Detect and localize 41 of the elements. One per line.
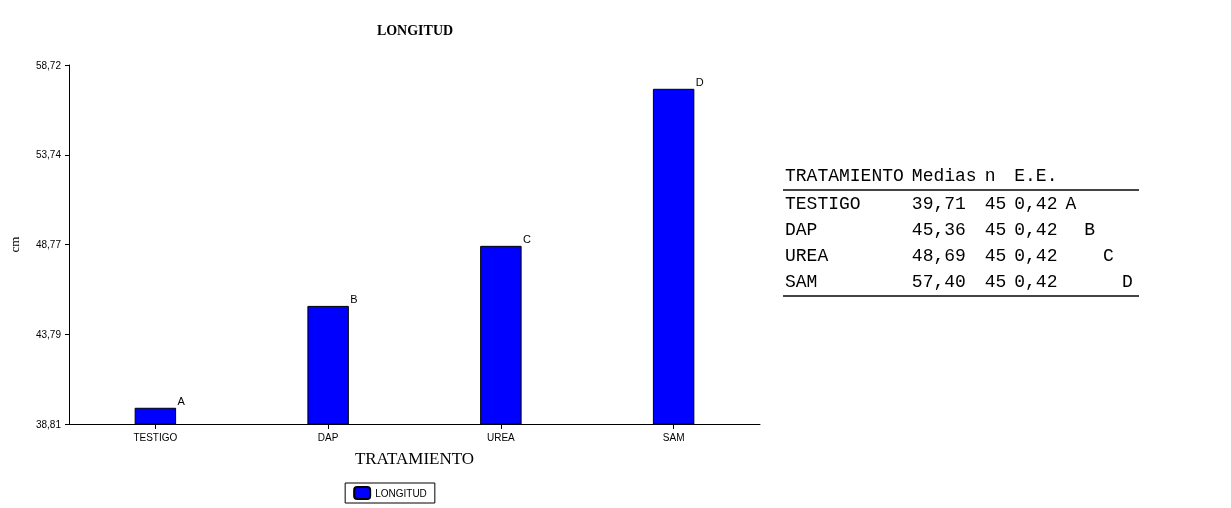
text: E.E. bbox=[1012, 163, 1064, 190]
y-tick-label: 58,72 bbox=[35, 59, 62, 71]
y-tick-label: 53,74 bbox=[35, 149, 62, 161]
text: n bbox=[982, 163, 1013, 190]
x-tick-label: SAM bbox=[662, 431, 685, 443]
category-label: TESTIGO bbox=[785, 194, 861, 214]
text: 0,42 bbox=[1013, 219, 1059, 242]
text: 39,71 bbox=[910, 193, 967, 216]
text: TRATAMIENTO bbox=[783, 163, 910, 190]
category-label: SAM bbox=[785, 272, 818, 292]
category-label: UREA bbox=[785, 246, 829, 266]
x-tick-label: DAP bbox=[317, 431, 339, 443]
annotation: B bbox=[350, 293, 358, 306]
text: 45 bbox=[983, 245, 1008, 268]
text: 45,36 bbox=[910, 219, 967, 242]
text: 57,40 bbox=[909, 269, 983, 296]
y-tick-label: 43,79 bbox=[35, 328, 62, 340]
text: 0,42 bbox=[1012, 269, 1064, 296]
annotation: C bbox=[522, 233, 531, 246]
annotation: A bbox=[177, 395, 186, 408]
legend-label: LONGITUD bbox=[375, 487, 427, 499]
x-tick-label: UREA bbox=[486, 431, 516, 443]
y-axis-title: cm bbox=[7, 236, 22, 253]
annotation: D bbox=[695, 76, 704, 89]
text: Medias bbox=[909, 163, 983, 190]
y-tick-label: 38,81 bbox=[35, 418, 62, 430]
text: B bbox=[1084, 220, 1096, 240]
chart-title: LONGITUD bbox=[376, 22, 454, 38]
text: 45 bbox=[983, 193, 1008, 216]
category-label: DAP bbox=[785, 220, 818, 240]
x-tick-label: TESTIGO bbox=[133, 431, 178, 443]
text: A bbox=[1065, 194, 1077, 214]
text: 45 bbox=[982, 269, 1013, 296]
text: 48,69 bbox=[910, 245, 967, 268]
text: 0,42 bbox=[1013, 245, 1059, 268]
text: C bbox=[1103, 246, 1114, 266]
text: 45 bbox=[983, 219, 1008, 242]
y-tick-label: 48,77 bbox=[35, 238, 62, 250]
text: 0,42 bbox=[1013, 193, 1059, 216]
text: D bbox=[1121, 272, 1133, 292]
x-axis-title: TRATAMIENTO bbox=[354, 449, 475, 468]
